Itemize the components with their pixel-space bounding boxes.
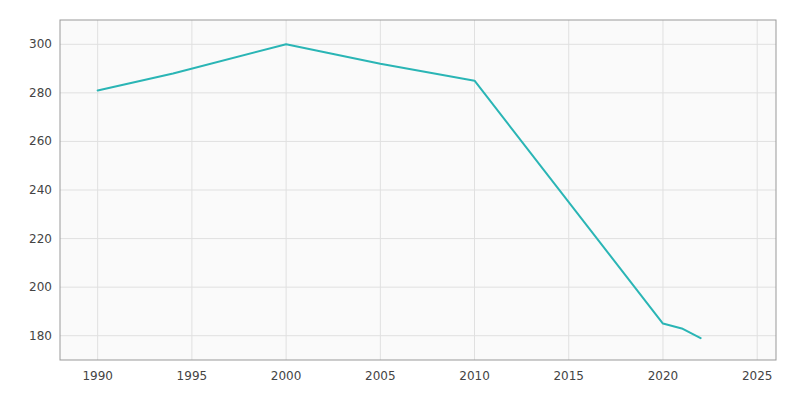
x-tick-label: 2020 [648, 369, 679, 383]
plot-frame [60, 20, 776, 360]
x-tick-label: 2000 [271, 369, 302, 383]
tick-labels: 1990 1995 2000 2005 2010 2015 2020 2025 180 200 22… [29, 37, 772, 383]
y-grid-line [60, 238, 776, 239]
y-tick-label: 200 [29, 280, 52, 294]
plot-background [60, 20, 776, 360]
y-tick-label: 300 [29, 37, 52, 51]
chart-svg: 1990 1995 2000 2005 2010 2015 2020 2025 180 200 22… [0, 0, 800, 400]
series-group [98, 44, 701, 338]
x-tick-label: 2025 [742, 369, 773, 383]
y-grid-line [60, 141, 776, 142]
chart-container: 1990 1995 2000 2005 2010 2015 2020 2025 180 200 22… [0, 0, 800, 400]
y-tick-label: 260 [29, 134, 52, 148]
y-tick-label: 220 [29, 232, 52, 246]
y-grid-line [60, 287, 776, 288]
y-grid-line [60, 335, 776, 336]
y-grid-line [60, 190, 776, 191]
x-tick-label: 1995 [177, 369, 208, 383]
x-tick-label: 2015 [553, 369, 584, 383]
x-tick-label: 2005 [365, 369, 396, 383]
y-tick-label: 280 [29, 86, 52, 100]
y-tick-label: 240 [29, 183, 52, 197]
y-grid-line [60, 44, 776, 45]
line [98, 44, 701, 338]
y-tick-label: 180 [29, 329, 52, 343]
x-tick-label: 2010 [459, 369, 490, 383]
y-grid-line [60, 92, 776, 93]
x-tick-label: 1990 [82, 369, 113, 383]
grid [60, 20, 776, 360]
